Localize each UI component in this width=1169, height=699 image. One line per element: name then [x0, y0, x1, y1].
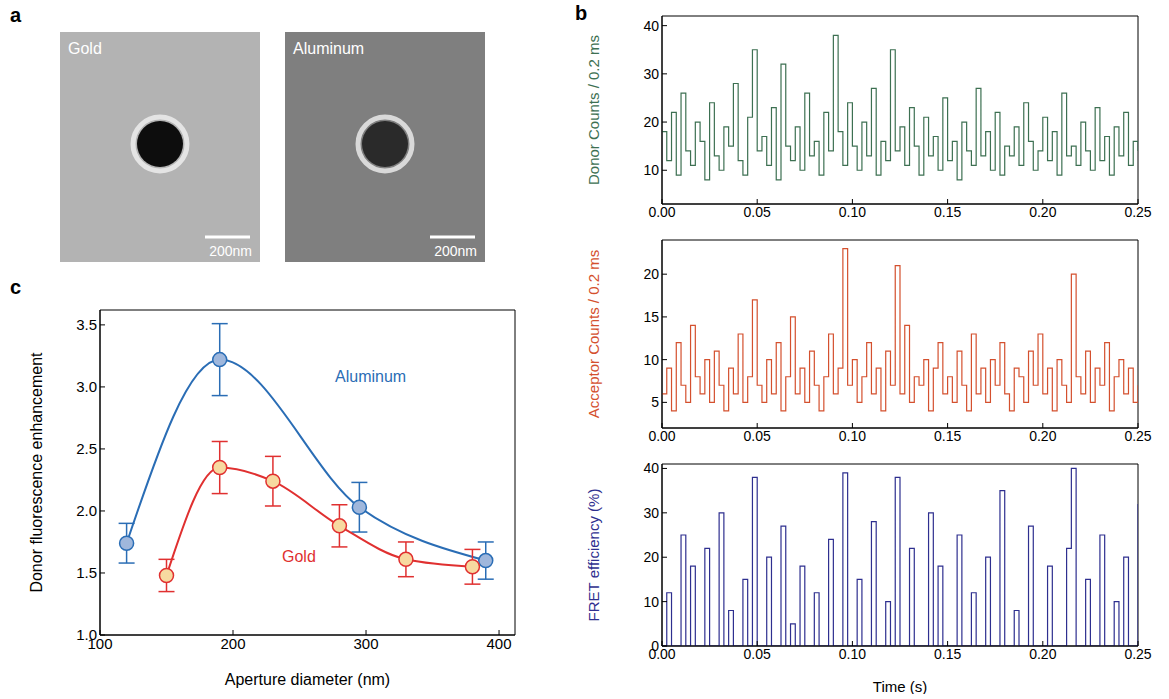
svg-text:20: 20 [643, 549, 659, 565]
svg-text:10: 10 [643, 352, 659, 368]
svg-text:1.0: 1.0 [76, 626, 97, 643]
svg-text:Aluminum: Aluminum [293, 40, 364, 57]
svg-text:40: 40 [643, 460, 659, 476]
svg-text:0.05: 0.05 [744, 428, 771, 444]
svg-text:1.5: 1.5 [76, 564, 97, 581]
svg-text:0.05: 0.05 [744, 646, 771, 662]
svg-text:0.00: 0.00 [648, 645, 676, 662]
svg-text:0.20: 0.20 [1029, 428, 1056, 444]
svg-text:Donor Counts / 0.2 ms: Donor Counts / 0.2 ms [585, 35, 602, 185]
html-text:b: b [575, 2, 588, 24]
svg-text:Donor fluorescence enhancement: Donor fluorescence enhancement [28, 352, 45, 593]
svg-text:0.15: 0.15 [934, 428, 961, 444]
svg-text:Time (s): Time (s) [873, 678, 927, 694]
svg-text:2.0: 2.0 [76, 502, 97, 519]
svg-text:FRET efficiency (%): FRET efficiency (%) [585, 489, 602, 622]
svg-text:0.10: 0.10 [839, 204, 866, 220]
svg-text:100: 100 [87, 634, 113, 652]
svg-text:0.15: 0.15 [934, 646, 961, 662]
svg-text:0.20: 0.20 [1029, 646, 1056, 662]
svg-text:0: 0 [651, 638, 659, 654]
svg-text:400: 400 [487, 635, 512, 652]
svg-text:Acceptor Counts / 0.2 ms: Acceptor Counts / 0.2 ms [585, 250, 602, 418]
svg-text:10: 10 [643, 594, 659, 610]
svg-text:0.25: 0.25 [1124, 204, 1151, 220]
svg-text:3.0: 3.0 [76, 378, 97, 395]
svg-text:10: 10 [643, 162, 659, 178]
svg-text:40: 40 [643, 18, 659, 34]
svg-text:0.20: 0.20 [1029, 204, 1056, 220]
svg-text:0.10: 0.10 [839, 646, 866, 662]
svg-text:0.00: 0.00 [648, 428, 675, 444]
svg-text:15: 15 [643, 309, 659, 325]
svg-text:20: 20 [643, 114, 659, 130]
svg-text:5: 5 [651, 394, 659, 410]
svg-text:300: 300 [354, 635, 379, 652]
svg-text:200nm: 200nm [434, 243, 477, 259]
svg-text:20: 20 [643, 266, 659, 282]
svg-text:0.05: 0.05 [744, 204, 771, 220]
html-text:c: c [10, 276, 22, 298]
svg-text:2.5: 2.5 [76, 440, 97, 457]
svg-text:0.10: 0.10 [839, 428, 866, 444]
html-text:Gold: Gold [282, 548, 316, 565]
svg-text:0.15: 0.15 [934, 204, 961, 220]
html-text:a: a [10, 4, 22, 26]
html-text:Aluminum: Aluminum [335, 368, 407, 385]
svg-text:0.25: 0.25 [1124, 428, 1151, 444]
svg-text:3.5: 3.5 [76, 316, 97, 333]
svg-text:30: 30 [643, 505, 659, 521]
svg-text:0.00: 0.00 [648, 204, 675, 220]
svg-text:0.25: 0.25 [1124, 646, 1151, 662]
svg-text:30: 30 [643, 66, 659, 82]
svg-text:Gold: Gold [68, 40, 102, 57]
svg-text:200nm: 200nm [209, 243, 252, 259]
svg-text:Aperture diameter (nm): Aperture diameter (nm) [225, 671, 390, 688]
svg-text:200: 200 [220, 635, 245, 652]
